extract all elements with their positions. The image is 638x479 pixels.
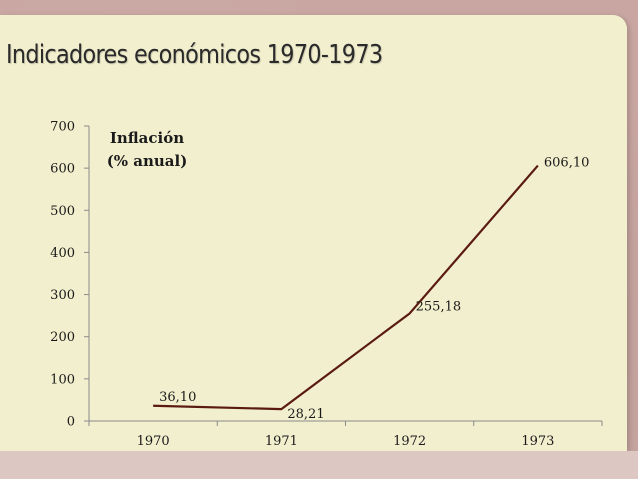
y-axis: 0 100 200 300 400 500 600 700	[50, 120, 90, 430]
y-axis-label: Inflación (% anual)	[107, 129, 188, 170]
data-label: 36,10	[159, 390, 196, 405]
y-tick-label: 700	[50, 120, 75, 135]
x-tick-label: 1972	[393, 434, 426, 449]
y-tick-label: 200	[50, 330, 75, 345]
series	[153, 164, 539, 411]
y-tick-label: 100	[50, 372, 75, 387]
data-label: 255,18	[416, 299, 462, 314]
data-label: 28,21	[287, 407, 324, 422]
y-tick-label: 400	[50, 246, 75, 261]
x-tick-label: 1971	[265, 434, 298, 449]
footer-band	[0, 451, 638, 479]
y-tick-label: 500	[50, 204, 75, 219]
x-axis: 1970 1971 1972 1973	[88, 420, 603, 449]
x-tick-label: 1973	[521, 434, 554, 449]
slide-card	[0, 15, 627, 451]
series-line	[153, 164, 539, 411]
x-tick-label: 1970	[137, 434, 170, 449]
y-tick-label: 600	[50, 162, 75, 177]
y-tick-label: 300	[50, 288, 75, 303]
y-tick-label: 0	[67, 415, 75, 430]
y-axis-label-line-2: (% anual)	[107, 152, 188, 170]
data-label: 606,10	[544, 156, 590, 171]
data-labels: 36,10 28,21 255,18 606,10	[159, 156, 589, 423]
y-axis-label-line-1: Inflación	[110, 129, 184, 147]
slide-title: Indicadores económicos 1970-1973	[6, 40, 383, 70]
